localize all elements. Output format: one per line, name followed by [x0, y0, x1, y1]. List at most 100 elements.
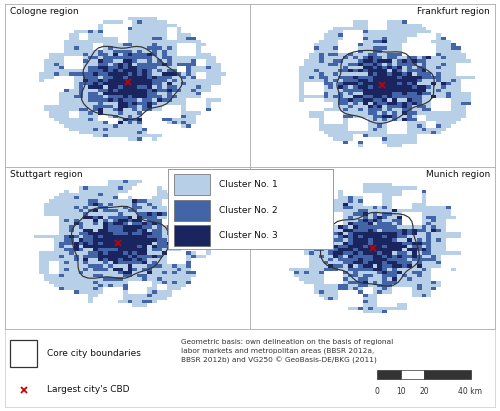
Bar	[402, 303, 407, 307]
Bar	[338, 76, 343, 79]
Bar	[343, 254, 348, 258]
Bar	[172, 89, 176, 92]
Bar	[382, 128, 387, 131]
Bar	[172, 85, 176, 89]
Bar	[368, 242, 372, 245]
Bar	[122, 43, 128, 46]
Bar	[113, 76, 117, 79]
Bar	[93, 115, 98, 118]
Bar	[88, 37, 93, 40]
Bar	[186, 125, 191, 128]
Bar	[191, 72, 196, 76]
Bar	[166, 274, 172, 277]
Bar	[138, 115, 142, 118]
Bar	[142, 219, 147, 222]
Bar	[132, 37, 138, 40]
Bar	[157, 66, 162, 69]
Bar	[382, 50, 387, 53]
Bar	[186, 79, 191, 82]
Bar	[456, 59, 460, 62]
Bar	[88, 258, 93, 261]
Bar	[128, 137, 132, 141]
Bar	[206, 251, 211, 254]
Bar	[93, 108, 98, 111]
Bar	[358, 85, 362, 89]
Bar	[358, 20, 362, 23]
Bar	[98, 33, 103, 37]
Bar	[74, 209, 78, 212]
Bar	[362, 46, 368, 50]
Bar	[343, 95, 348, 99]
Bar	[128, 108, 132, 111]
Bar	[54, 248, 59, 252]
Bar	[328, 242, 334, 245]
Bar	[358, 144, 362, 147]
Bar	[362, 43, 368, 46]
Bar	[416, 56, 422, 60]
Bar	[407, 274, 412, 277]
Bar	[74, 235, 78, 238]
Bar	[147, 50, 152, 53]
Bar	[172, 69, 176, 72]
Bar	[157, 76, 162, 79]
Bar	[191, 82, 196, 85]
Bar	[78, 79, 84, 82]
Bar	[93, 258, 98, 261]
Bar	[426, 102, 432, 105]
Bar	[186, 62, 191, 66]
Bar	[152, 30, 157, 33]
Bar	[206, 56, 211, 60]
Bar	[182, 115, 186, 118]
Bar	[318, 212, 324, 215]
Bar	[98, 134, 103, 138]
Bar	[338, 137, 343, 141]
Bar	[372, 284, 378, 287]
Bar	[142, 264, 147, 268]
Bar	[432, 215, 436, 219]
Bar	[392, 92, 397, 95]
Bar	[147, 232, 152, 235]
Bar	[382, 281, 387, 284]
Bar	[122, 238, 128, 242]
Bar	[387, 245, 392, 248]
Bar	[328, 232, 334, 235]
Bar	[432, 219, 436, 222]
Bar	[446, 118, 451, 121]
Bar	[93, 95, 98, 99]
Bar	[142, 43, 147, 46]
Bar	[176, 118, 182, 121]
Bar	[372, 303, 378, 307]
Bar	[372, 261, 378, 264]
Bar	[128, 300, 132, 303]
Text: Core city boundaries: Core city boundaries	[46, 349, 140, 358]
Bar	[162, 82, 166, 85]
Bar	[446, 212, 451, 215]
Bar	[372, 219, 378, 222]
Bar	[343, 76, 348, 79]
Bar	[426, 56, 432, 60]
Bar	[382, 43, 387, 46]
Bar	[372, 79, 378, 82]
Bar	[98, 212, 103, 215]
Bar	[49, 69, 54, 72]
Bar	[157, 23, 162, 27]
Bar	[88, 118, 93, 121]
Bar	[98, 89, 103, 92]
Bar	[84, 105, 88, 108]
Bar	[132, 264, 138, 268]
Bar	[166, 287, 172, 291]
Bar	[40, 235, 44, 238]
Bar	[436, 258, 441, 261]
Bar	[157, 235, 162, 238]
Bar	[103, 254, 108, 258]
Bar	[372, 307, 378, 310]
Bar	[343, 209, 348, 212]
Bar	[59, 238, 64, 242]
Bar	[318, 261, 324, 264]
Bar	[138, 137, 142, 141]
Bar	[64, 281, 68, 284]
Bar	[426, 258, 432, 261]
Bar	[166, 46, 172, 50]
Bar	[402, 277, 407, 281]
Bar	[152, 254, 157, 258]
